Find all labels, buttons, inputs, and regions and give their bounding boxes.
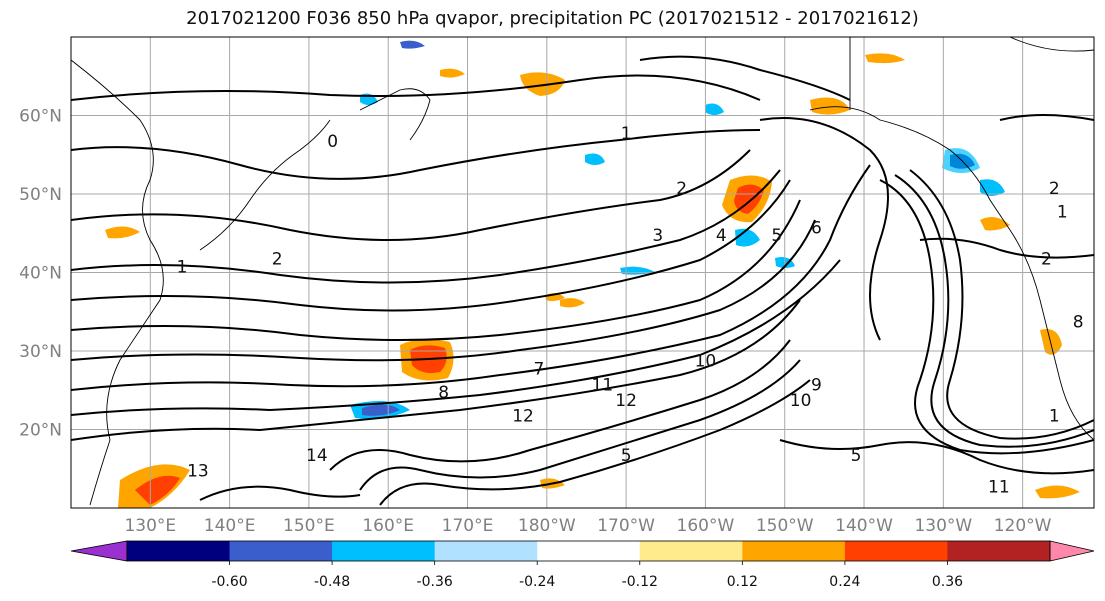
contour-label: 2 [676, 179, 687, 199]
contour-label: 11 [988, 477, 1010, 497]
contour-label: 3 [652, 226, 663, 246]
contour-label: 7 [533, 360, 544, 380]
longitude-label: 170°W [597, 516, 655, 536]
colorbar-segment [947, 541, 1051, 561]
contour-label: 1 [621, 124, 632, 144]
coastlines [71, 37, 1094, 506]
colorbar-tick-label: -0.12 [622, 574, 658, 590]
contour-label: 5 [851, 446, 862, 466]
contour-label: 1 [1049, 407, 1060, 427]
contour-label: 11 [592, 375, 614, 395]
contour-label: 6 [811, 218, 822, 238]
contour-label: 5 [621, 446, 632, 466]
contour-label: 9 [811, 375, 822, 395]
contour-label: 0 [327, 132, 338, 152]
contour-label: 2 [1041, 250, 1052, 270]
latitude-label: 60°N [19, 107, 62, 127]
latitude-label: 20°N [19, 421, 62, 441]
colorbar-segment [639, 541, 743, 561]
colorbar-tick-label: -0.24 [519, 574, 555, 590]
longitude-label: 120°W [994, 516, 1052, 536]
colorbar-segment [844, 541, 948, 561]
colorbar-tick-label: -0.60 [211, 574, 247, 590]
contour-label: 12 [512, 407, 534, 427]
longitude-label: 140°W [835, 516, 893, 536]
contour-label: 5 [771, 226, 782, 246]
longitude-label: 170°E [442, 516, 494, 536]
contour-label: 8 [438, 383, 449, 403]
contour-label: 4 [716, 226, 727, 246]
contour-label: 12 [615, 391, 637, 411]
colorbar-segment [537, 541, 641, 561]
contour-label: 2 [1049, 179, 1060, 199]
map-plot-area [71, 37, 1094, 508]
longitude-label: 130°W [914, 516, 972, 536]
colorbar-segment [332, 541, 436, 561]
colorbar-frame [126, 540, 1051, 562]
contour-label: 1 [177, 258, 188, 278]
contour-label: 2 [272, 250, 283, 270]
colorbar [70, 540, 1095, 562]
colorbar-segment [127, 541, 231, 561]
colorbar-tick-labels: -0.60 -0.48 -0.36 -0.24 -0.12 0.12 0.24 0.36 [211, 561, 963, 590]
qvapor-contours [71, 55, 1094, 506]
map-title: 2017021200 F036 850 hPa qvapor, precipit… [186, 8, 919, 29]
longitude-label: 150°E [283, 516, 335, 536]
precip-shading [105, 40, 1080, 508]
longitude-label: 160°W [677, 516, 735, 536]
colorbar-tick-label: -0.48 [314, 574, 350, 590]
contour-label: 8 [1073, 312, 1084, 332]
contour-label: 13 [187, 462, 209, 482]
latitude-label: 40°N [19, 264, 62, 284]
contour-label: 1 [1057, 203, 1068, 223]
latitude-labels: 60°N 50°N 40°N 30°N 20°N [19, 107, 62, 441]
colorbar-extend-high [1049, 540, 1095, 562]
colorbar-segment [434, 541, 538, 561]
colorbar-segment [742, 541, 846, 561]
plot-frame [70, 36, 1095, 509]
longitude-label: 130°E [124, 516, 176, 536]
colorbar-extend-low [70, 540, 128, 562]
latitude-label: 50°N [19, 185, 62, 205]
longitude-labels: 130°E 140°E 150°E 160°E 170°E 180°W 170°W 160°W… [124, 516, 1051, 536]
colorbar-segment [229, 541, 333, 561]
colorbar-tick-label: 0.24 [829, 574, 860, 590]
longitude-label: 150°W [756, 516, 814, 536]
colorbar-tick-label: 0.12 [727, 574, 758, 590]
colorbar-tick-label: 0.36 [932, 574, 963, 590]
colorbar-tick-label: -0.36 [417, 574, 453, 590]
contour-label: 10 [695, 352, 717, 372]
longitude-label: 180°W [518, 516, 576, 536]
contour-label: 10 [790, 391, 812, 411]
contour-label: 14 [306, 446, 328, 466]
longitude-label: 140°E [204, 516, 256, 536]
latitude-label: 30°N [19, 342, 62, 362]
longitude-label: 160°E [362, 516, 414, 536]
